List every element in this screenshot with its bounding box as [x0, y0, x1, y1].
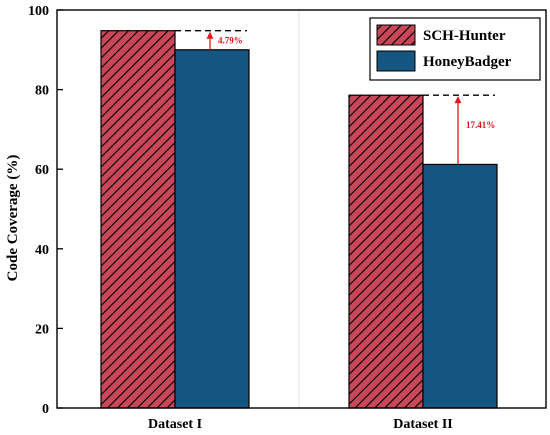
bar-sch-hunter-2 — [348, 94, 424, 409]
x-category-label: Dataset I — [148, 417, 202, 432]
y-tick-label: 80 — [35, 84, 49, 99]
difference-arrow-head — [454, 96, 462, 104]
y-tick-label: 20 — [35, 322, 49, 337]
bar-honeybadger-2 — [422, 163, 498, 409]
y-axis-label: Code Coverage (%) — [5, 155, 21, 282]
y-tick-label: 0 — [42, 402, 49, 417]
y-tick-label: 100 — [28, 4, 49, 19]
plot-frame — [56, 9, 547, 409]
difference-annotation: 4.79% — [218, 36, 243, 46]
difference-arrow-head — [206, 31, 214, 39]
difference-annotation: 17.41% — [466, 120, 495, 130]
y-tick-label: 40 — [35, 243, 49, 258]
legend-swatch — [376, 50, 416, 72]
y-tick-label: 60 — [35, 163, 49, 178]
legend-swatch — [376, 24, 416, 46]
x-category-label: Dataset II — [393, 417, 453, 432]
bar-honeybadger-1 — [174, 49, 250, 409]
bar-sch-hunter-1 — [100, 30, 176, 409]
legend-label: HoneyBadger — [423, 54, 512, 70]
legend-label: SCH-Hunter — [423, 28, 506, 44]
